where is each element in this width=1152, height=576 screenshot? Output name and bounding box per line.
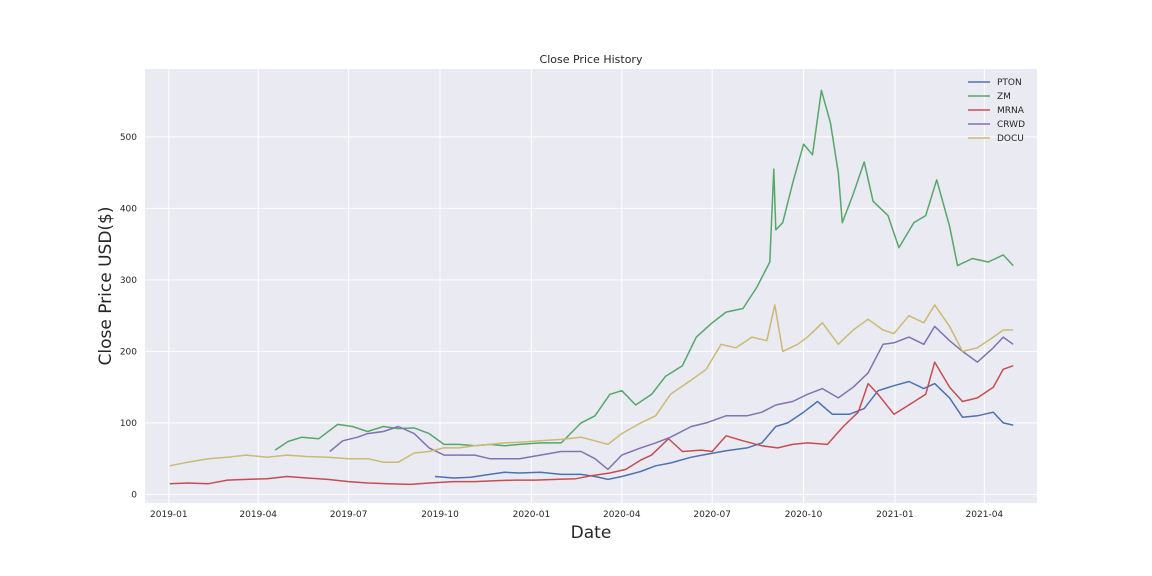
series-line-mrna: [169, 361, 1014, 486]
legend-item-pton: PTON: [968, 78, 1022, 88]
x-tick-label: 2020-10: [785, 510, 823, 520]
x-tick-label: 2020-04: [603, 510, 641, 520]
y-tick-label: 300: [120, 276, 137, 286]
x-tick-label: 2021-04: [966, 510, 1004, 520]
series-line-zm: [274, 89, 1014, 451]
x-tick-label: 2019-10: [421, 510, 459, 520]
x-tick-label: 2020-07: [693, 510, 731, 520]
y-tick-label: 200: [120, 347, 137, 357]
grid: [145, 69, 1037, 503]
legend-label: CRWD: [997, 120, 1025, 130]
plot-area: [145, 69, 1037, 503]
y-axis-ticks: 0 100 200 300 400 500: [120, 133, 137, 500]
x-axis-label: Date: [571, 523, 612, 543]
y-tick-label: 500: [120, 133, 137, 143]
legend-label: ZM: [997, 92, 1011, 102]
y-axis-label: Close Price USD($): [96, 207, 116, 366]
y-tick-label: 400: [120, 204, 137, 214]
chart-title: Close Price History: [540, 53, 643, 66]
x-axis-ticks: 2019-01 2019-04 2019-07 2019-10 2020-01 2020-…: [150, 510, 1003, 520]
x-tick-label: 2019-01: [150, 510, 188, 520]
legend: PTON ZM MRNA CRWD DOCU: [968, 78, 1025, 144]
series-line-crwd: [329, 325, 1014, 471]
legend-label: MRNA: [997, 106, 1025, 116]
x-tick-label: 2020-01: [513, 510, 551, 520]
y-tick-label: 100: [120, 419, 137, 429]
x-tick-label: 2019-07: [330, 510, 368, 520]
x-tick-label: 2021-01: [876, 510, 914, 520]
legend-item-mrna: MRNA: [968, 106, 1025, 116]
legend-label: PTON: [997, 78, 1022, 88]
series-line-pton: [434, 380, 1014, 481]
legend-item-crwd: CRWD: [968, 120, 1025, 130]
x-tick-label: 2019-04: [239, 510, 277, 520]
legend-item-docu: DOCU: [968, 134, 1024, 144]
y-tick-label: 0: [131, 490, 137, 500]
legend-label: DOCU: [997, 134, 1024, 144]
legend-item-zm: ZM: [968, 92, 1011, 102]
series-line-docu: [169, 304, 1014, 467]
series-layer: [169, 89, 1014, 486]
